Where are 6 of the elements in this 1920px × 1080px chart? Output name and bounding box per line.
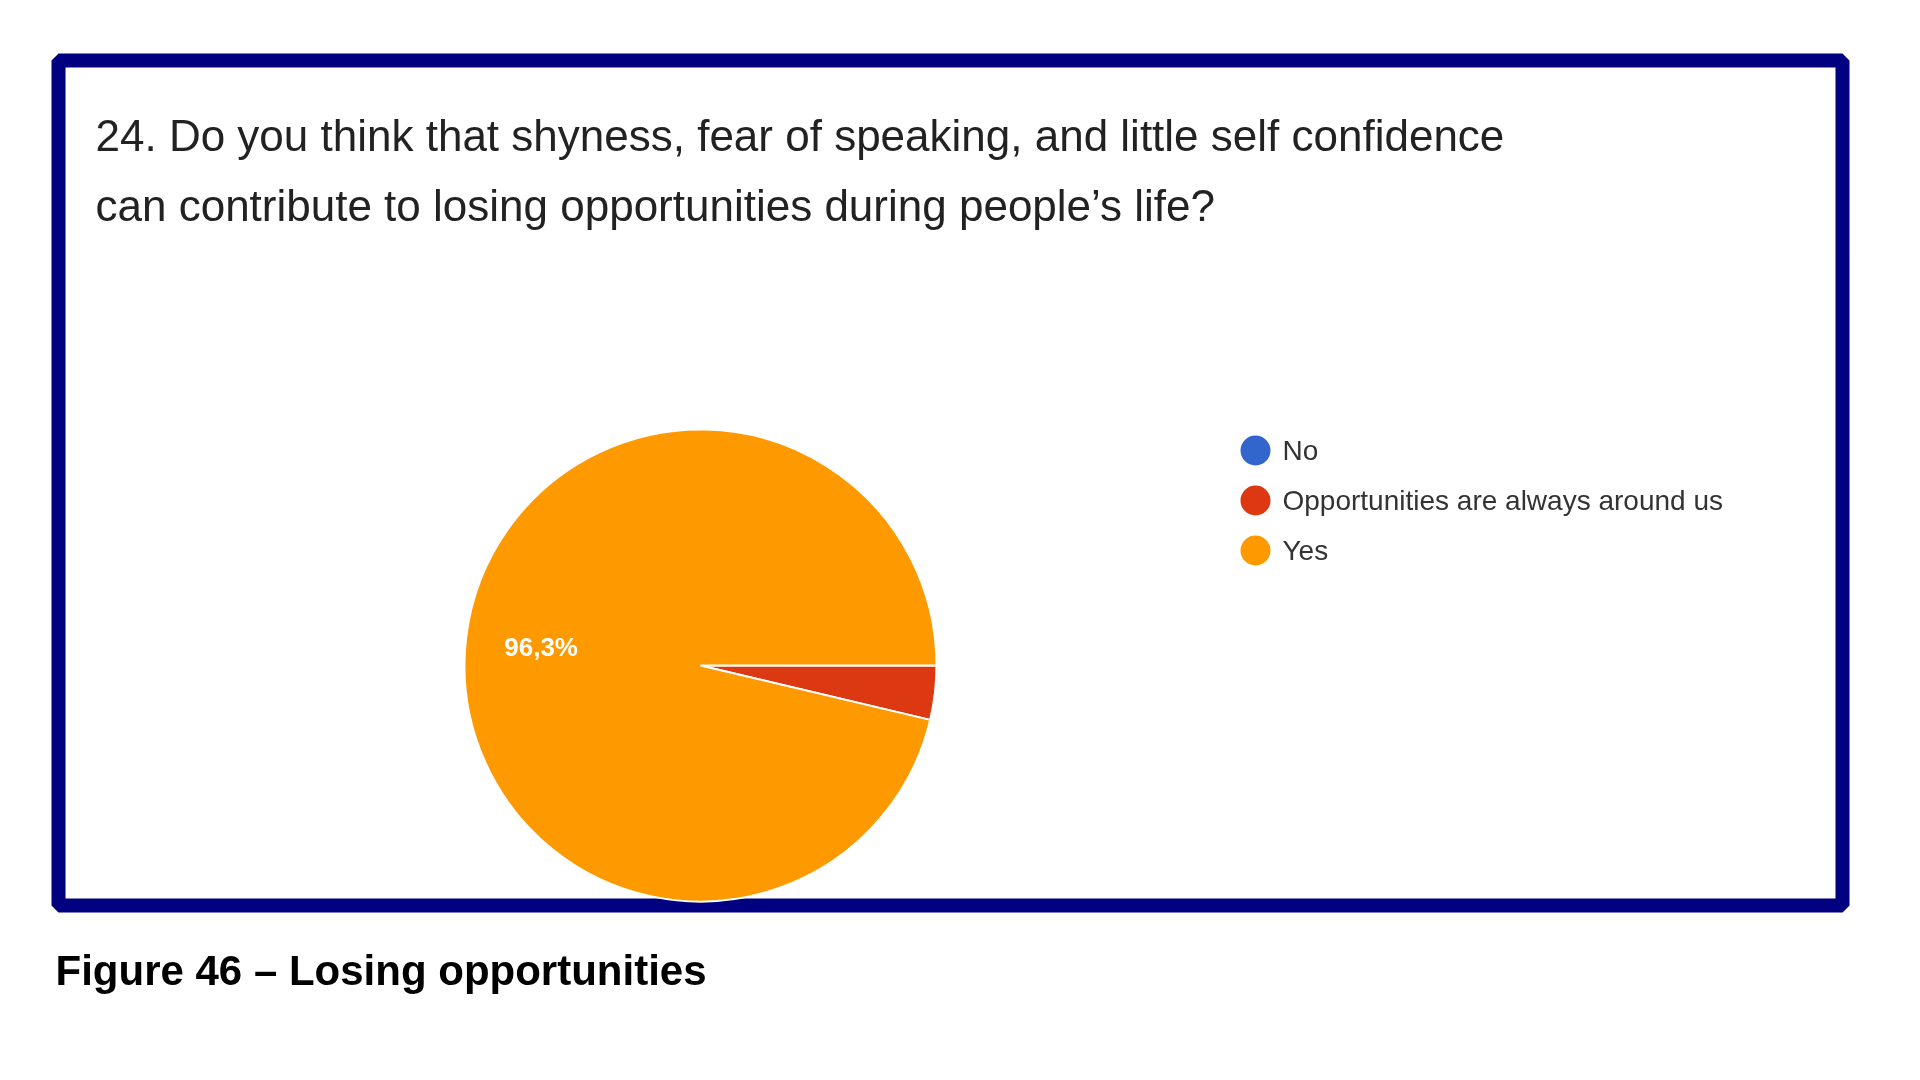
caption: Figure 46 – Losing opportunities: [55, 947, 707, 994]
legend-label: No: [1282, 435, 1319, 466]
data-label: 96,3%: [504, 631, 578, 662]
legend-label: Yes: [1282, 535, 1329, 566]
legend-label: Opportunities are always around us: [1282, 485, 1723, 516]
chart-title: 24. Do you think that shyness, fear of speaking, and little self confidence can contribute to losing opportunities during people’s life?: [95, 110, 1505, 230]
